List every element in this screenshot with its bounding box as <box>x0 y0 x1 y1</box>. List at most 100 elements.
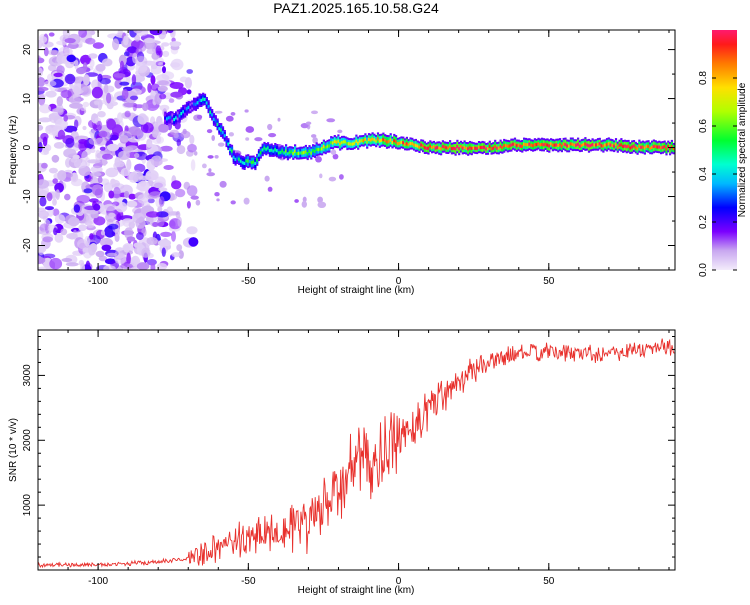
spectrogram-cell <box>124 227 134 240</box>
colorbar-tick-label: 0.0 <box>698 263 709 277</box>
spectrogram-cell <box>339 174 344 180</box>
spectrogram-cell <box>120 168 131 177</box>
spectrogram-cell <box>150 65 162 75</box>
spectrogram-cell <box>407 143 410 147</box>
spectrogram-cell <box>230 149 234 153</box>
spectrogram-cell <box>203 97 207 101</box>
spectrogram-cell <box>228 132 234 137</box>
spectrogram-cell <box>42 146 49 155</box>
spectrogram-cell <box>294 149 297 153</box>
spectrogram-cell <box>557 143 560 148</box>
spectrogram-cell <box>330 141 333 145</box>
spectrogram-cell <box>225 115 234 122</box>
spectrogram-cell <box>124 110 131 118</box>
spectrogram-cell <box>622 144 625 149</box>
spectrogram-cell <box>194 102 197 106</box>
spectrogram-cell <box>297 151 300 155</box>
snr-plot-area <box>38 330 675 570</box>
spectrogram-cell <box>78 140 88 152</box>
spectrogram-cell <box>595 143 598 147</box>
spectrogram-cell <box>128 193 136 200</box>
spectrogram-cell <box>221 130 225 135</box>
spectrogram-cell <box>187 105 190 109</box>
spectrogram-cell <box>357 141 360 145</box>
spectrogram-cell <box>119 81 130 86</box>
spectrogram-cell <box>532 144 535 148</box>
spectrogram-cell <box>413 143 416 147</box>
spectrogram-cell <box>186 226 198 235</box>
spectrogram-cell <box>206 129 213 134</box>
spectrogram-cell <box>524 143 527 147</box>
spectrogram-cell <box>332 153 339 160</box>
spectrogram-frame <box>37 29 676 271</box>
spectrogram-cell <box>99 146 106 151</box>
spectrogram-cell <box>141 247 151 258</box>
spectrogram-cell <box>643 146 646 150</box>
spectrogram-cell <box>69 102 83 109</box>
spectrogram-cell <box>216 122 219 126</box>
spectrogram-cell <box>47 73 55 82</box>
spectrogram-cell <box>117 30 124 37</box>
spectrogram-cell <box>295 152 298 156</box>
spectrogram-cell <box>186 201 191 209</box>
spectrogram-cell <box>416 144 419 148</box>
spectrogram-cell <box>254 161 257 165</box>
spectrogram-cell <box>73 85 80 96</box>
spectrogram-cell <box>55 189 60 201</box>
spectrogram-cell <box>138 66 148 72</box>
spectrogram-cell <box>322 144 325 149</box>
spectrogram-cell <box>91 86 103 99</box>
spectrogram-cell <box>38 86 49 92</box>
spectrogram-cell <box>187 143 197 153</box>
spectrogram-cell <box>553 143 556 147</box>
spectrogram-cell <box>146 211 160 218</box>
spectrogram-cell <box>328 176 337 182</box>
spectrogram-cell <box>566 144 569 148</box>
y-tick-label: 20 <box>22 44 33 56</box>
spectrogram-cell <box>83 62 88 71</box>
spectrogram-cells <box>38 30 675 270</box>
spectrogram-cell <box>389 138 392 142</box>
spectrogram-cell <box>80 54 92 65</box>
spectrogram-cell <box>152 181 167 189</box>
spectrogram-cell <box>573 143 576 147</box>
spectrogram-cell <box>49 257 63 270</box>
spectrogram-cell <box>128 220 135 229</box>
spectrogram-cell <box>535 143 538 147</box>
spectrogram-cell <box>564 142 567 147</box>
spectrogram-cell <box>173 117 176 122</box>
spectrogram-cell <box>133 104 145 109</box>
spectrogram-cell <box>63 114 68 122</box>
spectrogram-cell <box>52 198 57 206</box>
spectrogram-cell <box>44 80 57 87</box>
spectrogram-cell <box>636 147 639 151</box>
spectrogram-cell <box>65 137 75 148</box>
spectrogram-cell <box>425 146 428 150</box>
spectrogram-cell <box>167 116 170 120</box>
spectrogram-cell <box>461 146 464 150</box>
spectrogram-cell <box>191 104 194 108</box>
spectrogram-cell <box>593 143 596 147</box>
spectrogram-cell <box>353 141 356 145</box>
spectrogram-cell <box>602 144 605 148</box>
spectrogram-cell <box>126 158 132 171</box>
spectrogram-cell <box>358 139 362 143</box>
spectrogram-cell <box>82 247 93 259</box>
spectrogram-cell <box>38 210 49 219</box>
spectrogram-cell <box>326 118 336 123</box>
spectrogram-cell <box>560 144 563 148</box>
spectrogram-cell <box>672 147 675 151</box>
spectrogram-cell <box>342 140 345 144</box>
spectrogram-cell <box>492 146 495 150</box>
spectrogram-cell <box>629 146 632 150</box>
colorbar: 0.0 0.2 0.4 0.6 0.8 Normalized spectral ampl… <box>698 30 748 277</box>
spectrogram-cell <box>344 140 347 144</box>
snr-panel: -100 -50 0 50 1000 2000 3000 Height of straigh… <box>8 329 676 596</box>
spectrogram-cell <box>634 146 637 150</box>
spectrogram-cell <box>171 230 176 242</box>
spectrogram-cell <box>158 187 168 192</box>
spectrogram-cell <box>324 146 327 150</box>
spectrogram-cell <box>632 144 636 148</box>
spectrogram-cell <box>598 142 601 146</box>
spectrogram-cell <box>578 144 581 148</box>
